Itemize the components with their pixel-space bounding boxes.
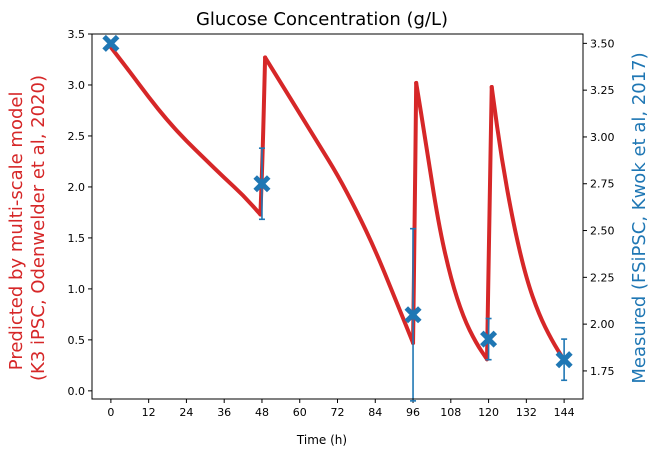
- x-tick-label: 96: [406, 406, 420, 419]
- left-y-tick-label: 0.0: [68, 385, 86, 398]
- plot-frame: [91, 33, 584, 400]
- left-y-tick-label: 1.0: [68, 283, 86, 296]
- left-y-axis-label: Predicted by multi-scale model (K3 iPSC,…: [6, 75, 49, 381]
- measured-point-marker: [404, 306, 422, 324]
- x-tick-label: 108: [440, 406, 461, 419]
- model-line-segment: [108, 45, 263, 217]
- right-y-tick-label: 2.75: [590, 178, 615, 191]
- right-y-tick-label: 2.00: [590, 318, 615, 331]
- left-y-axis-label-line2: (K3 iPSC, Odenwelder et al, 2020): [28, 75, 49, 381]
- x-tick-label: 48: [255, 406, 269, 419]
- left-y-tick-label: 1.5: [68, 232, 86, 245]
- left-y-tick-label: 2.0: [68, 181, 86, 194]
- x-tick-label: 0: [107, 406, 114, 419]
- model-line-segment: [485, 85, 494, 362]
- x-tick-label: 132: [516, 406, 537, 419]
- measured-point-marker: [253, 175, 271, 193]
- left-y-tick-label: 0.5: [68, 334, 86, 347]
- left-y-tick-label: 2.5: [68, 130, 86, 143]
- x-tick-label: 120: [478, 406, 499, 419]
- model-line-segment: [411, 80, 419, 345]
- left-y-tick-label: 3.0: [68, 79, 86, 92]
- x-tick-label: 144: [554, 406, 575, 419]
- measured-point-marker: [555, 351, 573, 369]
- right-y-tick-label: 3.25: [590, 84, 615, 97]
- right-y-tick-label: 3.00: [590, 131, 615, 144]
- right-y-tick-label: 3.50: [590, 37, 615, 50]
- model-line-segment: [414, 80, 490, 362]
- x-tick-label: 36: [217, 406, 231, 419]
- chart-title: Glucose Concentration (g/L): [196, 9, 448, 30]
- x-axis-label: Time (h): [296, 433, 347, 447]
- right-y-tick-label: 2.50: [590, 225, 615, 238]
- model-line-segment: [489, 85, 567, 363]
- right-y-tick-label: 2.25: [590, 271, 615, 284]
- x-tick-label: 84: [368, 406, 382, 419]
- left-y-tick-label: 3.5: [68, 28, 86, 41]
- model-line-segment: [263, 55, 416, 345]
- x-tick-label: 12: [142, 406, 156, 419]
- measured-point-marker: [480, 330, 498, 348]
- right-y-tick-label: 1.75: [590, 365, 615, 378]
- right-y-axis-label: Measured (FSiPSC, Kwok et al, 2017): [629, 52, 650, 383]
- x-tick-label: 60: [293, 406, 307, 419]
- plot-area: 0 12 24 36 48 60 72 84 96 108 120 132 144 0.0 0.5 1.0 1.…: [68, 28, 615, 419]
- x-tick-label: 72: [331, 406, 345, 419]
- x-tick-label: 24: [179, 406, 193, 419]
- measured-point-marker: [102, 34, 120, 52]
- left-y-axis-label-line1: Predicted by multi-scale model: [6, 92, 27, 371]
